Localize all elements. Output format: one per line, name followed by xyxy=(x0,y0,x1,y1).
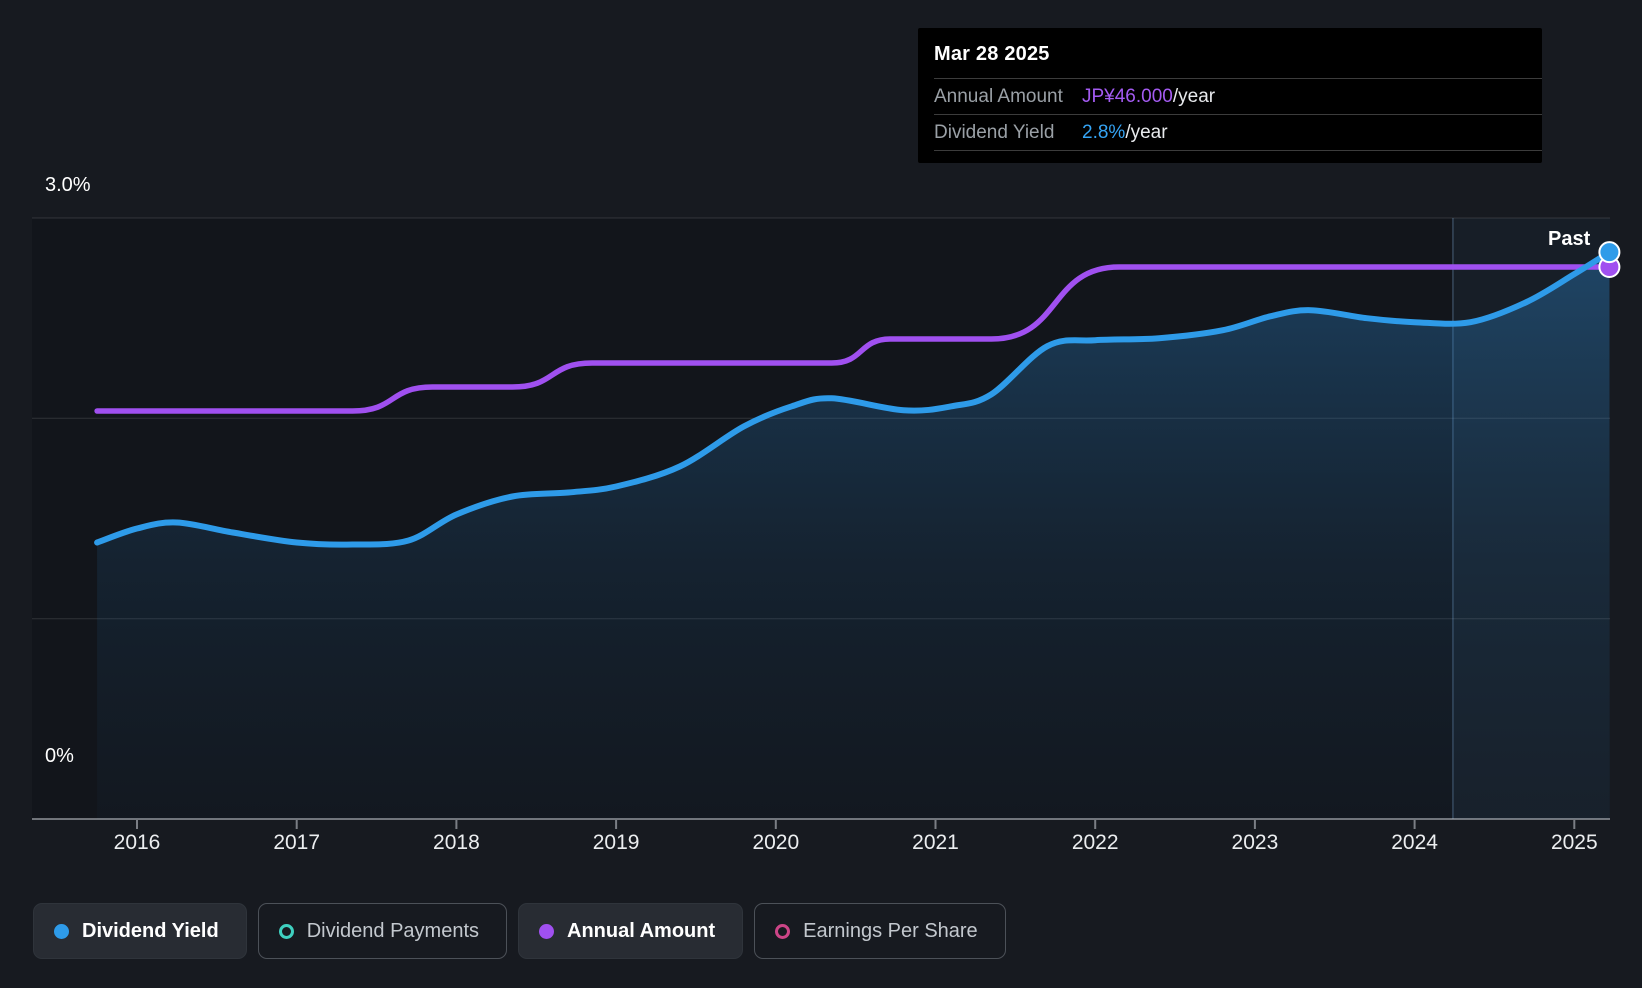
x-axis-year-label: 2020 xyxy=(752,831,800,854)
x-axis-year-label: 2025 xyxy=(1550,831,1598,854)
dividend-yield-area xyxy=(97,252,1610,820)
legend-label: Earnings Per Share xyxy=(803,919,978,942)
chart-legend: Dividend Yield Dividend Payments Annual Am… xyxy=(33,903,1006,959)
legend-toggle-dividend-payments[interactable]: Dividend Payments xyxy=(257,903,508,959)
x-axis-year-label: 2022 xyxy=(1071,831,1119,854)
legend-dot-icon xyxy=(54,923,69,939)
tooltip-row-label: Dividend Yield xyxy=(934,121,1055,143)
x-axis-year-label: 2019 xyxy=(592,831,640,854)
legend-label: Annual Amount xyxy=(567,919,716,942)
legend-toggle-earnings-per-share[interactable]: Earnings Per Share xyxy=(754,903,1006,959)
x-axis-year-label: 2024 xyxy=(1391,831,1438,854)
legend-ring-icon xyxy=(278,923,294,939)
tooltip-row-suffix: /year xyxy=(1172,85,1216,107)
legend-label: Dividend Payments xyxy=(306,919,480,942)
y-axis-min-label: 0% xyxy=(45,745,74,767)
x-axis-year-label: 2018 xyxy=(433,831,480,854)
dividend-yield-endpoint-marker[interactable] xyxy=(1598,241,1621,264)
annual-amount-line xyxy=(94,264,1613,414)
past-label: Past xyxy=(1548,228,1591,250)
x-axis-year-label: 2016 xyxy=(113,831,161,854)
legend-label: Dividend Yield xyxy=(82,919,219,942)
tooltip-row-value: 2.8% xyxy=(1082,121,1126,143)
x-axis-year-label: 2017 xyxy=(273,831,321,854)
tooltip-row-value: JP¥46.000 xyxy=(1082,85,1173,107)
tooltip-row-suffix: /year xyxy=(1125,121,1168,143)
tooltip-row-label: Annual Amount xyxy=(934,85,1063,107)
tooltip-date: Mar 28 2025 xyxy=(934,43,1050,65)
y-axis-max-label: 3.0% xyxy=(45,174,91,196)
legend-toggle-dividend-yield[interactable]: Dividend Yield xyxy=(33,903,247,959)
legend-ring-icon xyxy=(775,923,791,939)
tooltip-row: Annual Amount JP¥46.000/year xyxy=(934,78,1542,114)
tooltip-row: Dividend Yield 2.8%/year xyxy=(934,114,1542,150)
x-axis-year-label: 2023 xyxy=(1231,831,1279,854)
legend-dot-icon xyxy=(539,923,555,939)
x-axis-year-label: 2021 xyxy=(912,831,959,854)
dividend-yield-line xyxy=(94,249,1613,548)
chart-tooltip: Mar 28 2025 Annual Amount JP¥46.000/year D… xyxy=(918,28,1542,163)
tooltip-rows: Annual Amount JP¥46.000/year Dividend Yiel… xyxy=(934,78,1542,151)
legend-toggle-annual-amount[interactable]: Annual Amount xyxy=(518,903,744,959)
